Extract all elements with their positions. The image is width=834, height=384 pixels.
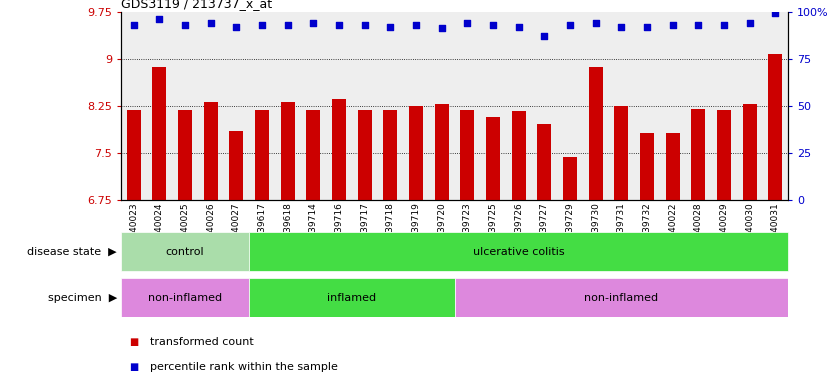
Point bbox=[589, 20, 602, 26]
Point bbox=[615, 23, 628, 30]
Point bbox=[563, 22, 576, 28]
Point bbox=[769, 10, 782, 17]
Bar bbox=[460, 110, 475, 200]
Bar bbox=[384, 110, 398, 200]
Bar bbox=[768, 54, 782, 200]
Text: GDS3119 / 213737_x_at: GDS3119 / 213737_x_at bbox=[121, 0, 272, 10]
Bar bbox=[589, 67, 603, 200]
Text: disease state  ▶: disease state ▶ bbox=[28, 247, 117, 257]
Bar bbox=[563, 157, 577, 200]
Bar bbox=[203, 103, 218, 200]
Point bbox=[333, 22, 346, 28]
Bar bbox=[666, 132, 680, 200]
Bar bbox=[121, 278, 249, 317]
Point bbox=[486, 22, 500, 28]
Bar bbox=[717, 110, 731, 200]
Bar bbox=[455, 278, 788, 317]
Point bbox=[384, 23, 397, 30]
Bar bbox=[306, 110, 320, 200]
Bar bbox=[358, 110, 372, 200]
Text: transformed count: transformed count bbox=[150, 337, 254, 347]
Point bbox=[409, 22, 423, 28]
Text: ■: ■ bbox=[129, 337, 138, 347]
Point bbox=[435, 25, 449, 31]
Point bbox=[255, 22, 269, 28]
Text: percentile rank within the sample: percentile rank within the sample bbox=[150, 362, 338, 372]
Bar bbox=[229, 131, 244, 200]
Point bbox=[743, 20, 756, 26]
Bar bbox=[435, 104, 449, 200]
Bar bbox=[127, 110, 141, 200]
Text: non-inflamed: non-inflamed bbox=[148, 293, 222, 303]
Point bbox=[717, 22, 731, 28]
Bar bbox=[511, 111, 525, 200]
Point bbox=[666, 22, 680, 28]
Point bbox=[641, 23, 654, 30]
Text: non-inflamed: non-inflamed bbox=[585, 293, 658, 303]
Bar bbox=[178, 110, 192, 200]
Point bbox=[127, 22, 140, 28]
Point bbox=[512, 23, 525, 30]
Point bbox=[178, 22, 192, 28]
Point bbox=[229, 23, 243, 30]
Point bbox=[153, 16, 166, 22]
Bar bbox=[332, 99, 346, 200]
Text: specimen  ▶: specimen ▶ bbox=[48, 293, 117, 303]
Text: inflamed: inflamed bbox=[327, 293, 376, 303]
Bar bbox=[255, 110, 269, 200]
Bar bbox=[249, 232, 788, 271]
Bar bbox=[691, 109, 706, 200]
Bar bbox=[409, 106, 423, 200]
Point bbox=[307, 20, 320, 26]
Point bbox=[204, 20, 218, 26]
Bar bbox=[153, 67, 167, 200]
Bar bbox=[249, 278, 455, 317]
Bar bbox=[615, 106, 628, 200]
Bar bbox=[281, 103, 294, 200]
Text: ■: ■ bbox=[129, 362, 138, 372]
Bar bbox=[121, 232, 249, 271]
Point bbox=[358, 22, 371, 28]
Bar bbox=[537, 124, 551, 200]
Point bbox=[281, 22, 294, 28]
Point bbox=[538, 33, 551, 39]
Bar bbox=[742, 104, 756, 200]
Bar bbox=[486, 117, 500, 200]
Text: control: control bbox=[166, 247, 204, 257]
Bar bbox=[640, 132, 654, 200]
Point bbox=[460, 20, 474, 26]
Text: ulcerative colitis: ulcerative colitis bbox=[473, 247, 565, 257]
Point bbox=[691, 22, 705, 28]
